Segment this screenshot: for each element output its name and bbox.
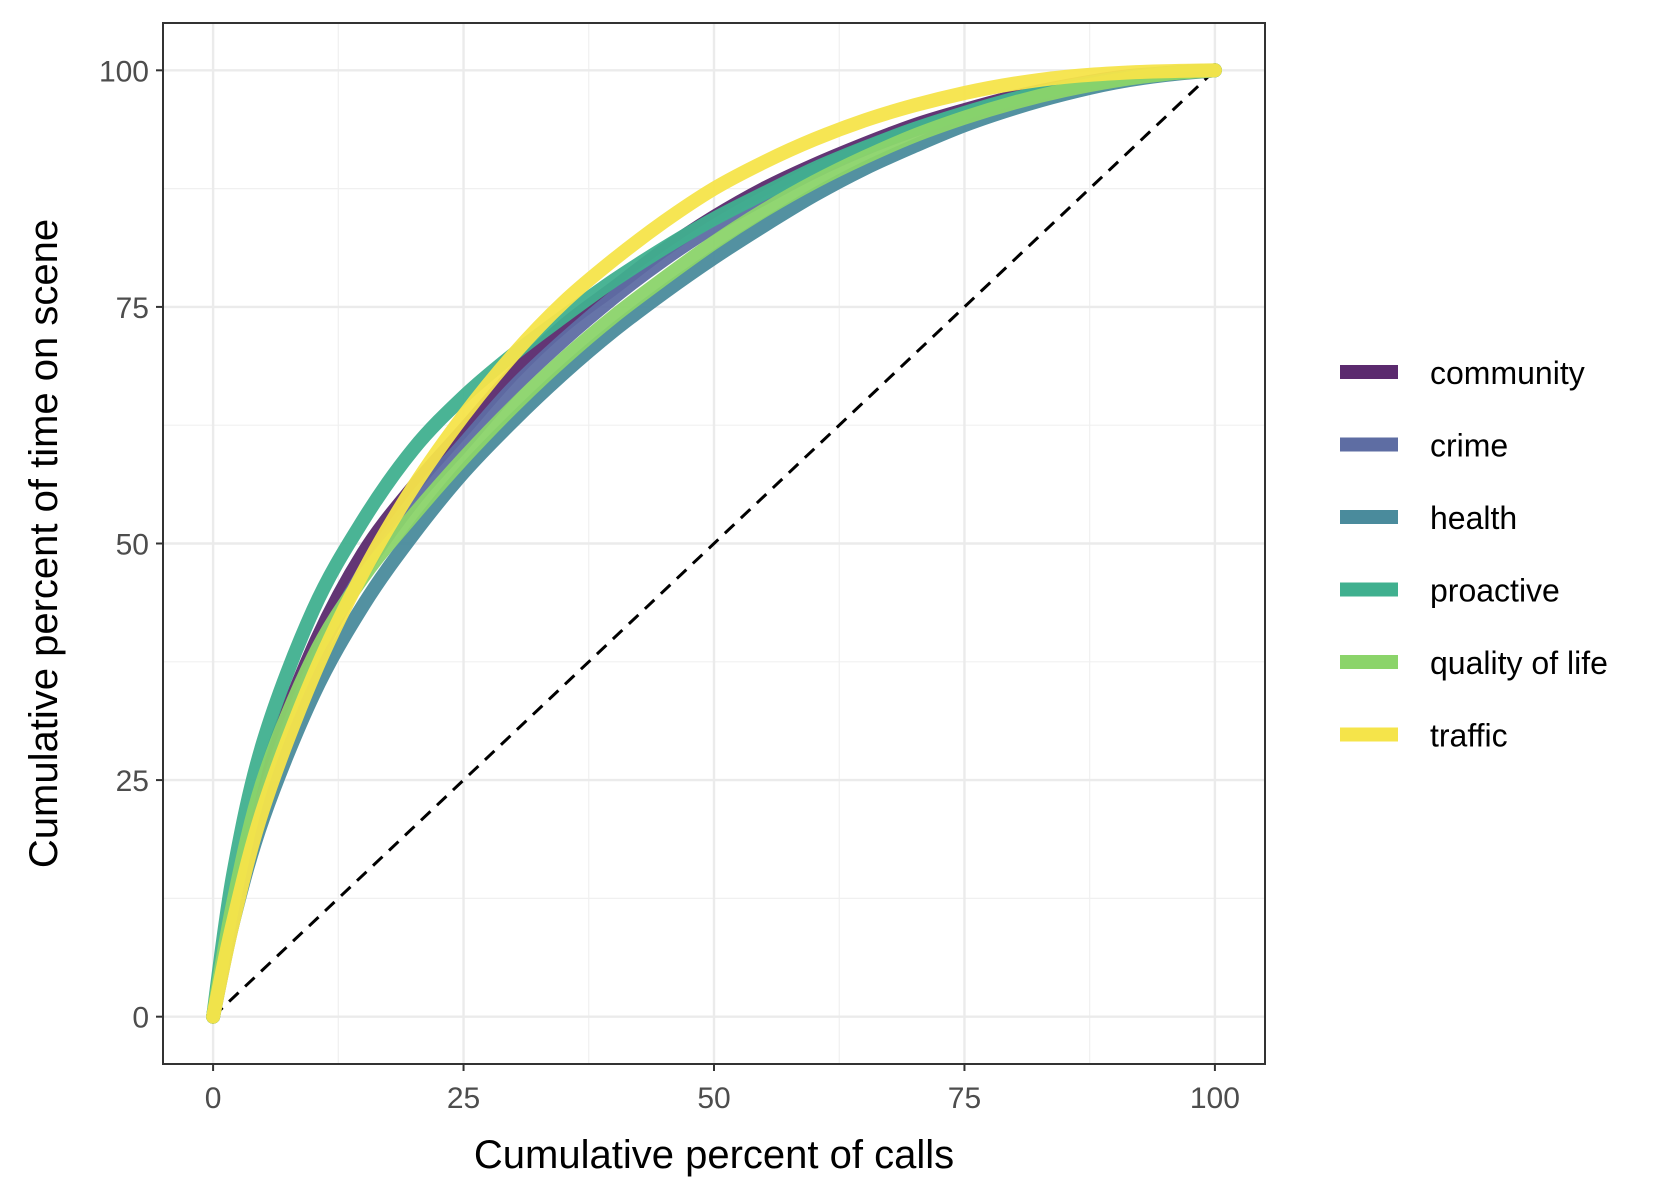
x-tick-label: 100: [1190, 1082, 1240, 1115]
series-line-quality-of-life: [206, 63, 1222, 1024]
y-axis: 0 25 50 75 100: [99, 55, 163, 1035]
y-tick-label: 25: [116, 765, 149, 798]
legend-label-quality-of-life: quality of life: [1430, 645, 1608, 681]
x-tick-label: 75: [948, 1082, 981, 1115]
legend: community crime health proactive quality of …: [1340, 355, 1608, 754]
x-axis: 0 25 50 75 100: [205, 1064, 1240, 1115]
y-tick-label: 75: [116, 292, 149, 325]
y-tick-label: 0: [132, 1002, 149, 1035]
series-line-traffic: [206, 63, 1222, 1024]
series-lines: [206, 63, 1222, 1024]
legend-label-proactive: proactive: [1430, 573, 1560, 609]
x-axis-title: Cumulative percent of calls: [474, 1133, 954, 1177]
x-tick-label: 50: [697, 1082, 730, 1115]
y-tick-label: 100: [99, 55, 149, 88]
legend-label-community: community: [1430, 355, 1585, 391]
legend-label-crime: crime: [1430, 428, 1508, 464]
legend-label-health: health: [1430, 500, 1517, 536]
y-tick-label: 50: [116, 529, 149, 562]
x-tick-label: 25: [447, 1082, 480, 1115]
reference-line-group: [212, 69, 1216, 1018]
reference-diagonal-line: [212, 69, 1216, 1018]
y-axis-title: Cumulative percent of time on scene: [22, 219, 66, 868]
legend-label-traffic: traffic: [1430, 718, 1508, 754]
x-tick-label: 0: [205, 1082, 222, 1115]
